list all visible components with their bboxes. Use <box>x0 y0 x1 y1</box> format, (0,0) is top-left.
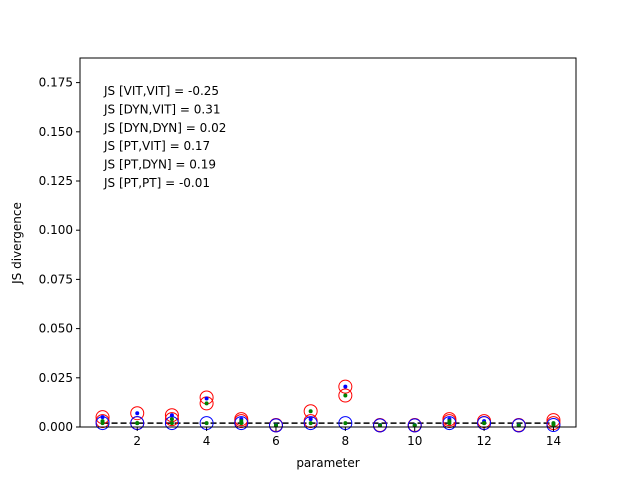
y-tick-label: 0.125 <box>39 174 73 188</box>
y-tick-label: 0.075 <box>39 272 73 286</box>
series-1-open-circle-marker <box>338 388 353 403</box>
series-2-open-circle-marker <box>442 416 457 431</box>
series-2-open-circle-marker <box>546 418 561 433</box>
y-axis: 0.000 0.025 0.050 0.075 0.100 0.125 0.150 0.175 <box>39 76 80 434</box>
series-0-open-circle-marker <box>338 379 353 394</box>
y-tick-label: 0.150 <box>39 125 73 139</box>
x-tick-label: 6 <box>272 434 280 448</box>
series-3-dot-marker <box>100 415 105 420</box>
series-5-dot-marker <box>482 421 487 426</box>
series-5-dot-marker <box>308 421 313 426</box>
series-5-dot-marker <box>204 421 209 426</box>
series-5-dot-marker <box>239 421 244 426</box>
y-axis-label: JS divergence <box>10 202 24 285</box>
series-0-open-circle-marker <box>130 406 145 421</box>
x-tick-label: 2 <box>133 434 141 448</box>
series-5-dot-marker <box>412 423 417 428</box>
series-3-dot-marker <box>135 411 140 416</box>
annotation-line: JS [DYN,VIT] = 0.31 <box>103 102 221 116</box>
series-2-open-circle-marker <box>268 418 283 433</box>
x-tick-label: 8 <box>342 434 350 448</box>
series-3-dot-marker <box>343 384 348 389</box>
series-4-dot-marker <box>169 417 174 422</box>
series-5-dot-marker <box>551 423 556 428</box>
y-tick-label: 0.000 <box>39 420 73 434</box>
axes-frame <box>79 57 577 428</box>
series-5-dot-marker <box>135 421 140 426</box>
series-4-dot-marker <box>343 393 348 398</box>
x-tick-label: 12 <box>476 434 491 448</box>
series-2-open-circle-marker <box>407 418 422 433</box>
annotation-line: JS [PT,PT] = -0.01 <box>103 176 210 190</box>
x-tick-label: 10 <box>407 434 422 448</box>
y-tick-label: 0.175 <box>39 76 73 90</box>
x-axis: 2 4 6 8 10 12 14 <box>133 427 561 448</box>
series-2-open-circle-marker <box>303 416 318 431</box>
series-4-dot-marker <box>308 409 313 414</box>
series-5-dot-marker <box>273 423 278 428</box>
annotation-line: JS [DYN,DYN] = 0.02 <box>103 121 226 135</box>
series-5-dot-marker <box>378 423 383 428</box>
series-3-dot-marker <box>204 396 209 401</box>
series-5-dot-marker <box>343 421 348 426</box>
x-tick-label: 14 <box>546 434 561 448</box>
y-tick-label: 0.050 <box>39 322 73 336</box>
series-5-dot-marker <box>447 421 452 426</box>
series-3-dot-marker <box>308 417 313 422</box>
series-5-dot-marker <box>516 423 521 428</box>
x-axis-label: parameter <box>296 456 359 470</box>
annotation-line: JS [VIT,VIT] = -0.25 <box>103 84 219 98</box>
annotation-line: JS [PT,DYN] = 0.19 <box>103 158 216 172</box>
annotation-block: JS [VIT,VIT] = -0.25 JS [DYN,VIT] = 0.31 J… <box>103 84 226 190</box>
y-tick-label: 0.025 <box>39 371 73 385</box>
series-5-dot-marker <box>100 421 105 426</box>
series-2-open-circle-marker <box>373 418 388 433</box>
series-2-open-circle-marker <box>234 416 249 431</box>
series-3-dot-marker <box>169 413 174 418</box>
y-tick-label: 0.100 <box>39 223 73 237</box>
series-5-dot-marker <box>169 421 174 426</box>
x-tick-label: 4 <box>203 434 211 448</box>
series-4-dot-marker <box>204 401 209 406</box>
series-1-open-circle-marker <box>164 412 179 427</box>
series-2-open-circle-marker <box>511 418 526 433</box>
annotation-line: JS [PT,VIT] = 0.17 <box>103 139 210 153</box>
